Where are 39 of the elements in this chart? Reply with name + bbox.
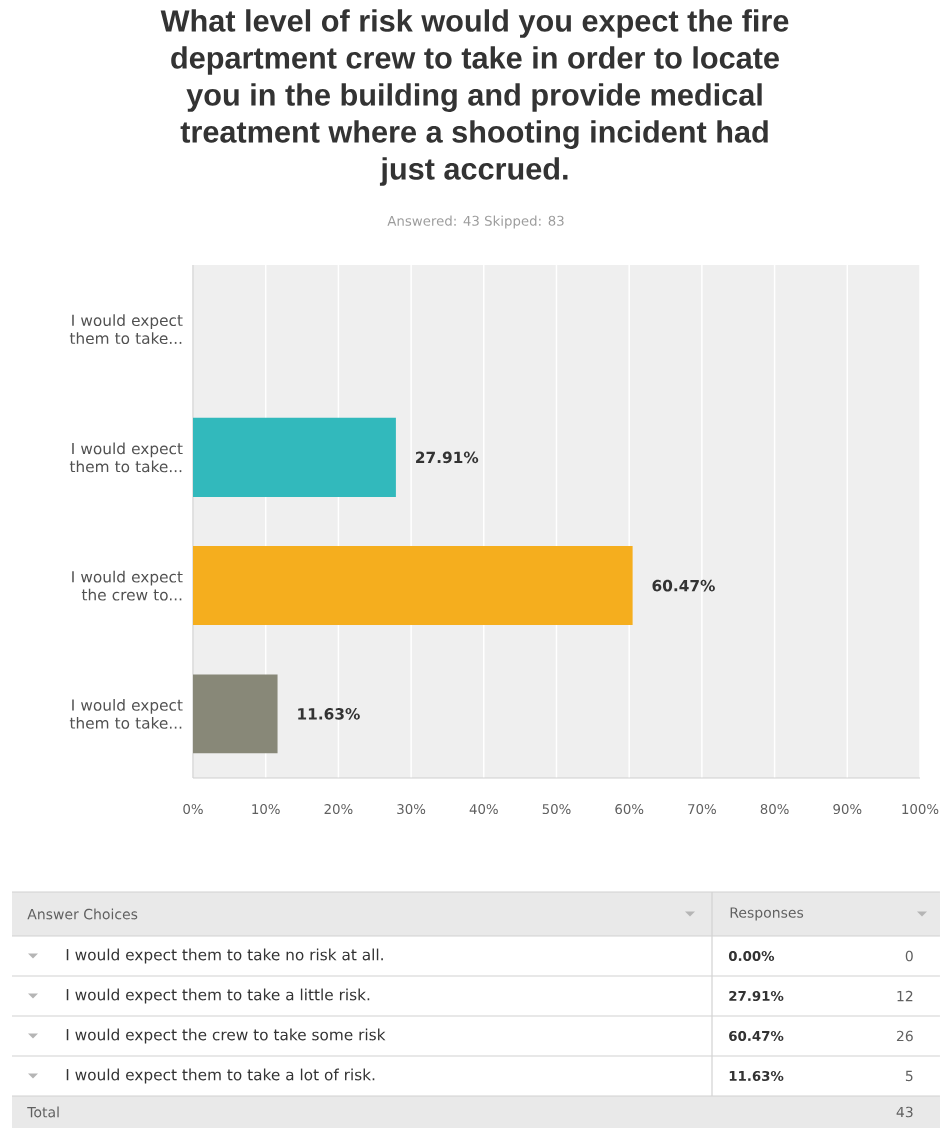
text: 60.47% xyxy=(729,1030,784,1042)
bar xyxy=(193,417,396,497)
data-label: 60.47% xyxy=(652,579,715,592)
y-tick-label: I would expect them to take... xyxy=(69,314,183,345)
y-tick-label: I would expect them to take... xyxy=(69,698,183,729)
text: 27.91% xyxy=(729,990,784,1002)
bar xyxy=(193,674,278,754)
x-tick-label: 80% xyxy=(760,804,789,815)
chart-subtitle: Answered: 43 Skipped: 83 xyxy=(387,215,564,229)
text: 0.00% xyxy=(728,950,775,962)
y-tick-label: I would expect them to take... xyxy=(69,442,183,473)
text: Total xyxy=(27,1106,59,1118)
data-label: 11.63% xyxy=(298,708,360,720)
text: 43 xyxy=(896,1106,913,1118)
x-tick-label: 30% xyxy=(397,804,426,815)
text: 5 xyxy=(905,1070,913,1082)
x-tick-label: 70% xyxy=(688,804,716,815)
x-tick-label: 100% xyxy=(902,804,939,815)
x-tick-label: 50% xyxy=(542,804,571,815)
x-tick-label: 0% xyxy=(183,804,203,815)
y-tick-label: I would expect the crew to... xyxy=(72,570,183,601)
text: I would expect them to take a lot of risk. xyxy=(66,1068,375,1084)
x-tick-label: 40% xyxy=(469,804,498,815)
x-tick-label: 20% xyxy=(324,804,353,815)
x-tick-label: 90% xyxy=(833,804,862,815)
text: I would expect them to take a little risk. xyxy=(66,988,370,1004)
text: 0 xyxy=(905,950,913,962)
x-tick-label: 60% xyxy=(615,804,644,815)
text: Answer Choices xyxy=(27,908,138,920)
text: I would expect them to take no risk at all. xyxy=(66,948,383,964)
text: Responses xyxy=(730,907,804,921)
text: 12 xyxy=(897,990,913,1002)
x-tick-label: 10% xyxy=(252,804,280,815)
text: 26 xyxy=(896,1030,913,1042)
bar xyxy=(193,546,633,626)
chart-title: What level of risk would you expect the fire department crew to take in order to locate you in the building and provide medical treatment where a shooting incident had just accrued. xyxy=(160,9,789,186)
text: I would expect the crew to take some risk xyxy=(66,1028,386,1044)
data-label: 27.91% xyxy=(416,451,479,464)
text: 11.63% xyxy=(729,1070,784,1082)
